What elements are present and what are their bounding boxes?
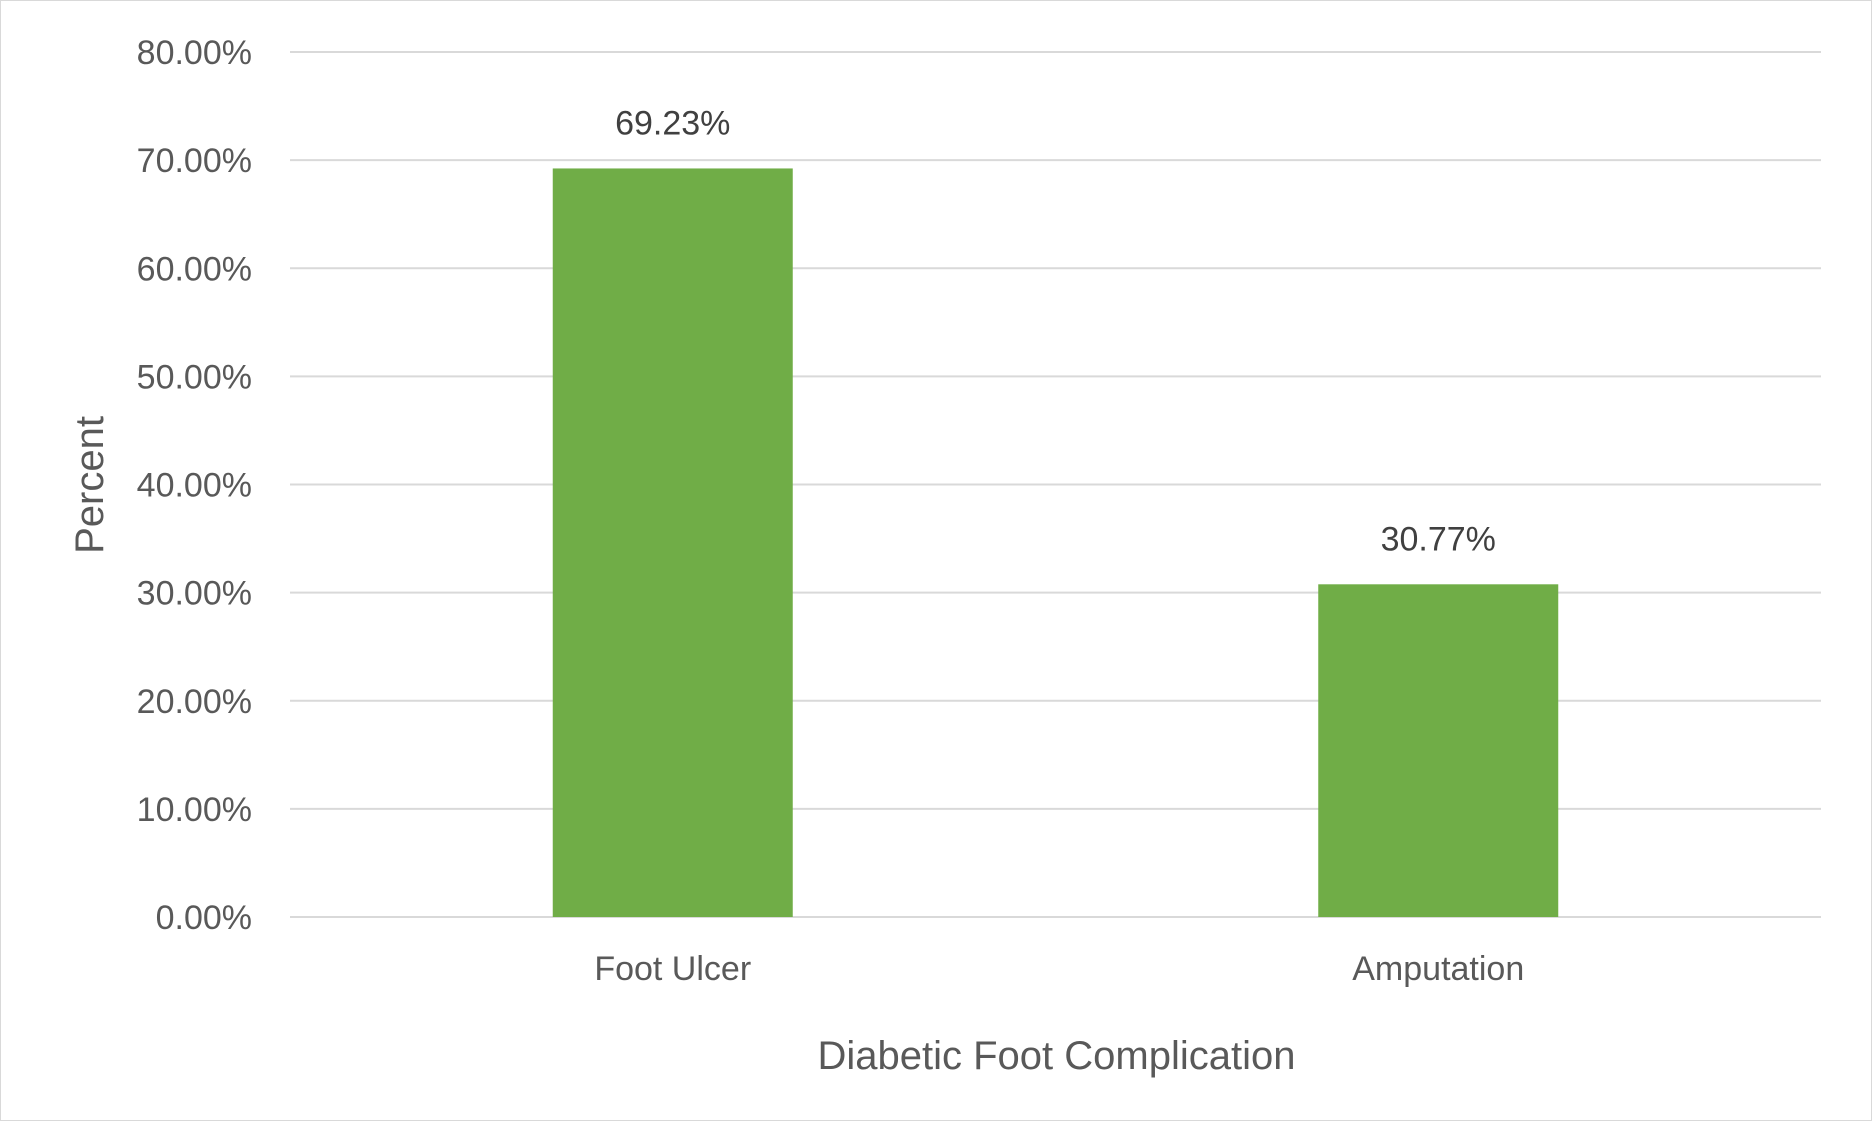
y-tick-label: 60.00% — [137, 250, 252, 288]
x-axis-title: Diabetic Foot Complication — [818, 1034, 1296, 1078]
y-tick-label: 70.00% — [137, 142, 252, 180]
bar-amputation — [1318, 584, 1559, 917]
data-label: 69.23% — [615, 104, 730, 142]
y-tick-label: 20.00% — [137, 683, 252, 721]
y-axis-title: Percent — [68, 416, 112, 554]
x-category-label: Foot Ulcer — [594, 950, 751, 988]
y-tick-label: 30.00% — [137, 575, 252, 613]
data-label: 30.77% — [1381, 520, 1496, 558]
gridlines — [290, 51, 1821, 918]
y-axis-tick-labels: 0.00% 10.00% 20.00% 30.00% 40.00% 50.00% 60.00… — [137, 34, 252, 937]
y-tick-label: 0.00% — [156, 899, 252, 937]
bars — [552, 168, 1559, 917]
bar-foot-ulcer — [552, 168, 793, 917]
y-tick-label: 40.00% — [137, 467, 252, 505]
y-tick-label: 50.00% — [137, 358, 252, 396]
y-tick-label: 10.00% — [137, 791, 252, 829]
x-category-label: Amputation — [1352, 950, 1524, 988]
x-axis-category-labels: Foot Ulcer Amputation — [594, 950, 1524, 988]
y-tick-label: 80.00% — [137, 34, 252, 72]
data-labels: 69.23% 30.77% — [615, 104, 1496, 558]
